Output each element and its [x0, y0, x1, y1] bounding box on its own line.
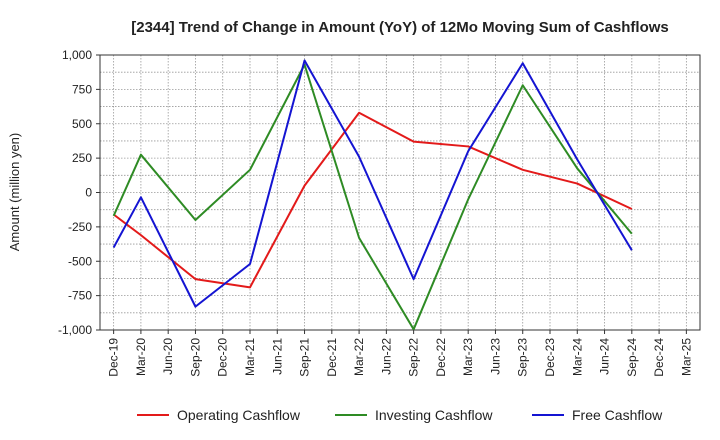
- x-tick-label: Jun-22: [379, 338, 393, 375]
- legend: Operating Cashflow Investing Cashflow Free…: [137, 407, 663, 423]
- y-axis-label: Amount (million yen): [7, 133, 22, 252]
- chart-title: [2344] Trend of Change in Amount (YoY) o…: [131, 19, 669, 36]
- legend-label: Operating Cashflow: [177, 407, 301, 423]
- y-axis-ticks: 1,000 750 500 250 0 -250 -500 -750 -1,000: [58, 48, 100, 337]
- x-tick-label: Mar-21: [243, 338, 257, 376]
- x-tick-label: Jun-20: [161, 338, 175, 375]
- x-tick-label: Jun-24: [598, 338, 612, 375]
- series-line-investing-cashflow: [112, 63, 633, 331]
- y-tick-label: -250: [68, 220, 92, 234]
- x-axis-ticks: Dec-19 Mar-20 Jun-20 Sep-20 Dec-20 Mar-21 Jun-…: [107, 330, 693, 377]
- y-tick-label: 0: [85, 186, 92, 200]
- x-tick-label: Sep-24: [625, 338, 639, 377]
- legend-label: Investing Cashflow: [375, 407, 493, 423]
- y-tick-label: 500: [72, 117, 92, 131]
- x-tick-label: Sep-22: [407, 338, 421, 377]
- x-tick-label: Jun-21: [270, 338, 284, 375]
- y-tick-label: 250: [72, 151, 92, 165]
- x-tick-label: Mar-22: [352, 338, 366, 376]
- x-tick-label: Dec-22: [434, 338, 448, 377]
- gridlines: [100, 54, 700, 331]
- y-tick-label: -500: [68, 254, 92, 268]
- x-tick-label: Dec-23: [543, 338, 557, 377]
- y-tick-label: -1,000: [58, 323, 92, 337]
- x-tick-label: Sep-23: [516, 338, 530, 377]
- x-tick-label: Mar-23: [461, 338, 475, 376]
- x-tick-label: Dec-20: [216, 338, 230, 377]
- series-lines: [112, 59, 633, 331]
- x-tick-label: Sep-20: [188, 338, 202, 377]
- x-tick-label: Sep-21: [298, 338, 312, 377]
- y-tick-label: 1,000: [62, 48, 92, 62]
- x-tick-label: Dec-19: [107, 338, 121, 377]
- x-tick-label: Mar-20: [134, 338, 148, 376]
- y-tick-label: -750: [68, 289, 92, 303]
- x-tick-label: Jun-23: [488, 338, 502, 375]
- series-line-operating-cashflow: [113, 111, 633, 289]
- series-line-free-cashflow: [112, 59, 633, 308]
- x-tick-label: Dec-21: [325, 338, 339, 377]
- x-tick-label: Mar-25: [679, 338, 693, 376]
- y-tick-label: 750: [72, 82, 92, 96]
- x-tick-label: Mar-24: [570, 338, 584, 376]
- x-tick-label: Dec-24: [652, 338, 666, 377]
- legend-label: Free Cashflow: [572, 407, 663, 423]
